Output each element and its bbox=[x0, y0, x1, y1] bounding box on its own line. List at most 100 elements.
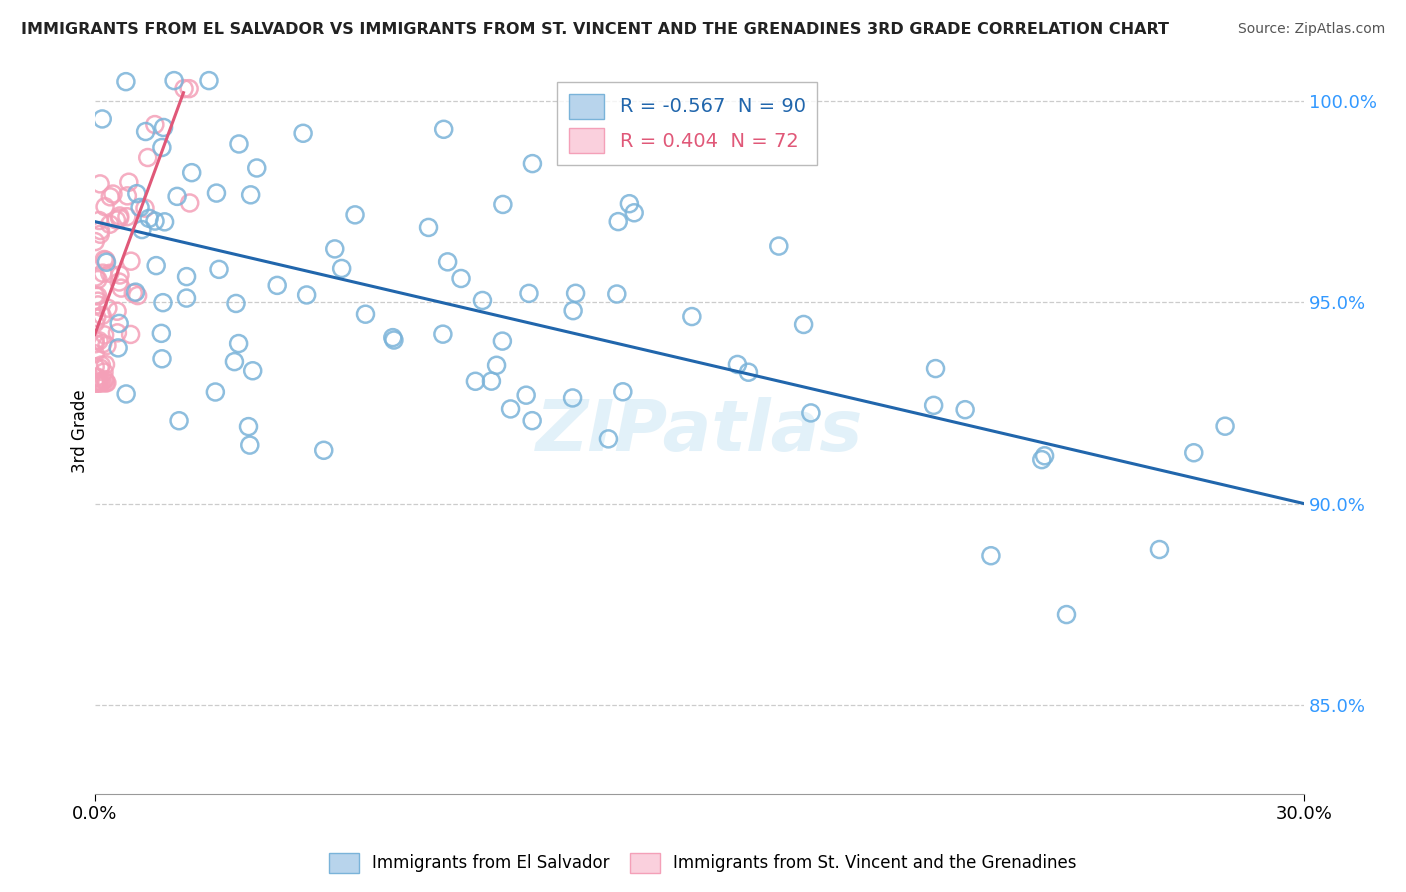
Point bbox=[153, 215, 176, 229]
Point bbox=[84, 376, 107, 390]
Point bbox=[90, 376, 112, 390]
Point bbox=[922, 398, 945, 412]
Point bbox=[94, 253, 117, 268]
Point bbox=[89, 177, 111, 191]
Point bbox=[619, 196, 641, 211]
Text: ZIPatlas: ZIPatlas bbox=[536, 397, 863, 466]
Point bbox=[93, 365, 115, 379]
Point bbox=[800, 406, 823, 420]
Point bbox=[131, 222, 153, 236]
Point bbox=[179, 81, 201, 95]
Point bbox=[94, 376, 117, 390]
Y-axis label: 3rd Grade: 3rd Grade bbox=[72, 389, 89, 473]
Text: Source: ZipAtlas.com: Source: ZipAtlas.com bbox=[1237, 22, 1385, 37]
Point bbox=[418, 220, 440, 235]
Point bbox=[91, 112, 114, 126]
Point bbox=[344, 208, 367, 222]
Point bbox=[176, 291, 198, 305]
Point bbox=[179, 196, 201, 211]
Point bbox=[266, 278, 288, 293]
Point bbox=[107, 326, 129, 340]
Point bbox=[176, 269, 198, 284]
Point bbox=[97, 301, 120, 316]
Point bbox=[87, 376, 110, 390]
Point bbox=[204, 384, 226, 399]
Point bbox=[354, 307, 377, 321]
Point bbox=[520, 414, 543, 428]
Point bbox=[94, 373, 117, 387]
Point bbox=[86, 371, 108, 385]
Point bbox=[127, 288, 149, 302]
Legend: R = -0.567  N = 90, R = 0.404  N = 72: R = -0.567 N = 90, R = 0.404 N = 72 bbox=[557, 82, 817, 165]
Point bbox=[124, 285, 146, 300]
Point bbox=[1031, 452, 1053, 467]
Point bbox=[238, 419, 260, 434]
Point bbox=[152, 295, 174, 310]
Point bbox=[98, 190, 121, 204]
Point bbox=[953, 402, 976, 417]
Point bbox=[89, 376, 111, 390]
Point bbox=[312, 443, 335, 458]
Point bbox=[94, 358, 117, 372]
Point bbox=[225, 296, 247, 310]
Point bbox=[564, 286, 586, 301]
Point bbox=[768, 239, 790, 253]
Point bbox=[793, 318, 815, 332]
Point bbox=[606, 287, 628, 301]
Point bbox=[224, 354, 246, 368]
Point bbox=[1056, 607, 1078, 622]
Point bbox=[515, 388, 537, 402]
Point bbox=[87, 298, 110, 312]
Point bbox=[166, 189, 188, 203]
Point bbox=[242, 364, 264, 378]
Point bbox=[208, 262, 231, 277]
Point bbox=[323, 242, 346, 256]
Point bbox=[120, 254, 142, 268]
Point bbox=[464, 374, 486, 388]
Point bbox=[562, 303, 585, 318]
Point bbox=[115, 75, 138, 89]
Point bbox=[108, 268, 131, 282]
Point bbox=[143, 214, 166, 228]
Point bbox=[432, 327, 454, 342]
Point bbox=[450, 271, 472, 285]
Point bbox=[598, 432, 620, 446]
Point bbox=[382, 333, 405, 347]
Point bbox=[115, 210, 138, 224]
Point bbox=[87, 376, 110, 390]
Point bbox=[198, 73, 221, 87]
Point bbox=[96, 376, 118, 390]
Point bbox=[727, 358, 749, 372]
Point bbox=[150, 326, 173, 341]
Point bbox=[91, 266, 114, 280]
Point bbox=[96, 338, 118, 352]
Point bbox=[110, 281, 132, 295]
Point bbox=[94, 200, 117, 214]
Point bbox=[246, 161, 269, 175]
Point bbox=[89, 227, 111, 242]
Point bbox=[90, 358, 112, 372]
Point bbox=[108, 211, 131, 226]
Point bbox=[84, 376, 107, 390]
Point bbox=[623, 206, 645, 220]
Point bbox=[145, 259, 167, 273]
Point bbox=[108, 209, 131, 223]
Point bbox=[138, 211, 160, 226]
Point bbox=[108, 317, 131, 331]
Point bbox=[84, 336, 107, 351]
Point bbox=[180, 166, 202, 180]
Point bbox=[84, 235, 107, 249]
Point bbox=[117, 189, 139, 203]
Point bbox=[84, 376, 107, 390]
Point bbox=[612, 384, 634, 399]
Point bbox=[96, 255, 118, 269]
Point bbox=[163, 73, 186, 87]
Point bbox=[167, 414, 190, 428]
Point bbox=[152, 120, 174, 135]
Point bbox=[292, 126, 315, 140]
Point bbox=[87, 213, 110, 227]
Point bbox=[143, 118, 166, 132]
Point bbox=[129, 201, 152, 215]
Point bbox=[84, 288, 107, 302]
Point bbox=[522, 156, 544, 170]
